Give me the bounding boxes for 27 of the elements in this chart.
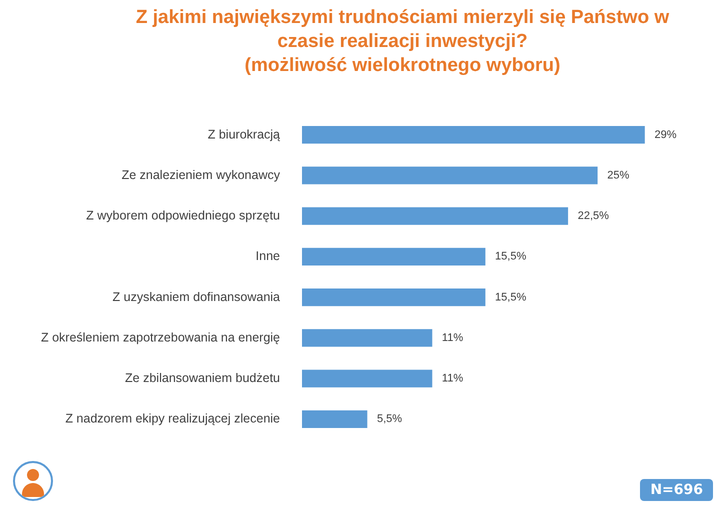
data-label: 15,5% (495, 250, 526, 263)
bar (302, 329, 432, 347)
y-tick-label: Z określeniem zapotrzebowania na energię (40, 330, 280, 344)
data-label: 11% (442, 332, 464, 344)
chart-subtitle: (możliwość wielokrotnego wyboru) (244, 54, 562, 78)
bar (302, 410, 368, 428)
data-label: 15,5% (495, 291, 526, 304)
data-label: 11% (442, 372, 464, 385)
bar (302, 207, 568, 225)
data-label: 29% (654, 128, 677, 141)
data-label: 25% (607, 169, 630, 182)
y-tick-label: Z wyborem odpowiedniego sprzętu (86, 208, 280, 223)
y-tick-label: Ze zbilansowaniem budżetu (125, 371, 280, 386)
text: N=696 (640, 479, 713, 501)
y-tick-label: Ze znalezieniem wykonawcy (122, 168, 281, 182)
y-tick-label: Inne (256, 249, 280, 264)
chart-title: Z jakimi największymi trudnościami mierzyli się Państwo w czasie realizacji inwestycji? (134, 6, 670, 54)
y-tick-label: Z nadzorem ekipy realizującej zlecenie (65, 412, 280, 426)
bar (302, 126, 645, 144)
y-tick-label: Z uzyskaniem dofinansowania (112, 290, 280, 304)
bar (302, 166, 598, 184)
data-label: 5,5% (376, 413, 402, 426)
data-label: 22,5% (578, 210, 610, 222)
bar (302, 370, 432, 388)
bar (302, 248, 486, 266)
y-tick-label: Z biurokracją (208, 127, 280, 142)
bar (302, 288, 486, 306)
